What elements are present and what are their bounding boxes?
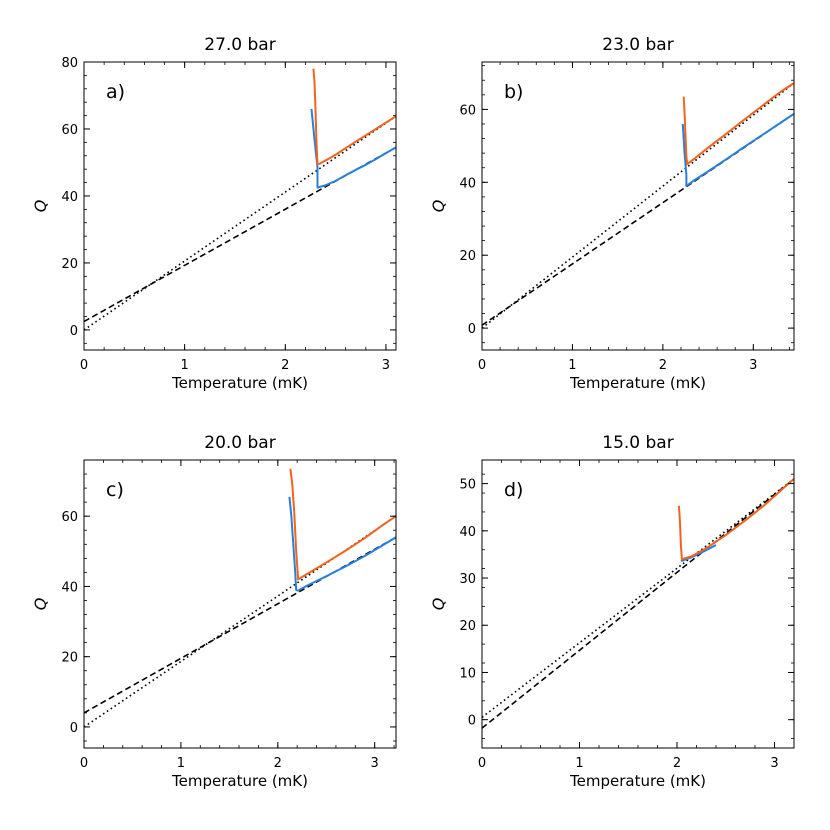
y-tick-label: 40 xyxy=(459,525,476,540)
x-axis-label: Temperature (mK) xyxy=(569,772,706,790)
series-group xyxy=(84,468,396,728)
series-orange-line xyxy=(682,82,794,166)
series-group xyxy=(84,68,396,331)
x-tick-label: 0 xyxy=(478,358,486,373)
x-axis-label: Temperature (mK) xyxy=(171,772,308,790)
x-tick-label: 3 xyxy=(371,756,379,771)
y-tick-label: 20 xyxy=(61,257,78,272)
y-tick-label: 40 xyxy=(61,580,78,595)
y-tick-label: 30 xyxy=(459,572,476,587)
y-tick-label: 40 xyxy=(459,176,476,191)
y-tick-label: 20 xyxy=(459,619,476,634)
panel-label: a) xyxy=(106,81,125,103)
y-tick-label: 0 xyxy=(70,721,78,736)
x-tick-label: 0 xyxy=(80,756,88,771)
axes-frame xyxy=(481,61,795,351)
chart-title: 15.0 bar xyxy=(602,433,673,453)
x-tick-label: 2 xyxy=(673,756,681,771)
y-tick-label: 60 xyxy=(61,510,78,525)
panel-label: d) xyxy=(504,479,523,501)
y-tick-label: 60 xyxy=(61,123,78,138)
x-tick-label: 0 xyxy=(80,358,88,373)
x-tick-label: 3 xyxy=(770,756,778,771)
y-axis-label: Q xyxy=(31,200,50,213)
x-tick-label: 1 xyxy=(181,358,189,373)
x-tick-label: 2 xyxy=(281,358,289,373)
x-tick-label: 1 xyxy=(568,358,576,373)
y-tick-label: 0 xyxy=(468,714,476,729)
x-axis-label: Temperature (mK) xyxy=(171,374,308,392)
series-orange-line xyxy=(289,468,396,581)
series-group xyxy=(482,82,794,329)
panel-2: 0 1 2 3 0 20 40 60 20.0 bar c) Temperature (mK) Q xyxy=(31,433,397,790)
panel-label: c) xyxy=(106,479,124,501)
y-tick-label: 20 xyxy=(61,651,78,666)
series-dotted-fit-line xyxy=(482,82,794,329)
x-tick-label: 2 xyxy=(274,756,282,771)
panel-label: b) xyxy=(504,81,523,103)
series-blue-line xyxy=(681,112,794,187)
axes-frame xyxy=(83,459,397,749)
chart-title: 20.0 bar xyxy=(204,433,275,453)
series-dotted-fit-line xyxy=(482,478,794,718)
axes-frame xyxy=(481,459,795,749)
x-tick-label: 1 xyxy=(575,756,583,771)
series-dotted-fit-line xyxy=(84,115,396,331)
series-dashed-fit-line xyxy=(482,478,794,729)
y-axis-label: Q xyxy=(429,200,448,213)
axes-frame xyxy=(83,61,397,351)
y-tick-label: 80 xyxy=(61,56,78,71)
series-orange-line xyxy=(677,478,794,561)
panel-1: 0 1 2 3 0 20 40 60 23.0 bar b) Temperature (mK) Q xyxy=(429,35,795,392)
series-blue-line xyxy=(288,496,396,592)
series-group xyxy=(482,478,794,729)
y-tick-label: 20 xyxy=(459,249,476,264)
x-tick-label: 3 xyxy=(749,358,757,373)
x-tick-label: 0 xyxy=(478,756,486,771)
series-orange-line xyxy=(312,68,396,166)
chart-title: 27.0 bar xyxy=(204,35,275,55)
y-tick-label: 60 xyxy=(459,103,476,118)
y-tick-label: 0 xyxy=(70,324,78,339)
chart-title: 23.0 bar xyxy=(602,35,673,55)
y-axis-label: Q xyxy=(429,598,448,611)
y-tick-label: 50 xyxy=(459,478,476,493)
y-tick-label: 0 xyxy=(468,322,476,337)
x-tick-label: 1 xyxy=(177,756,185,771)
y-tick-label: 40 xyxy=(61,190,78,205)
y-tick-label: 10 xyxy=(459,666,476,681)
series-blue-line xyxy=(310,108,396,189)
y-axis-label: Q xyxy=(31,598,50,611)
x-tick-label: 3 xyxy=(382,358,390,373)
x-axis-label: Temperature (mK) xyxy=(569,374,706,392)
x-tick-label: 2 xyxy=(659,358,667,373)
series-blue-line xyxy=(680,544,717,562)
panel-0: 0 1 2 3 0 20 40 60 80 27.0 bar a) Temperature (mK) Q xyxy=(31,35,397,392)
